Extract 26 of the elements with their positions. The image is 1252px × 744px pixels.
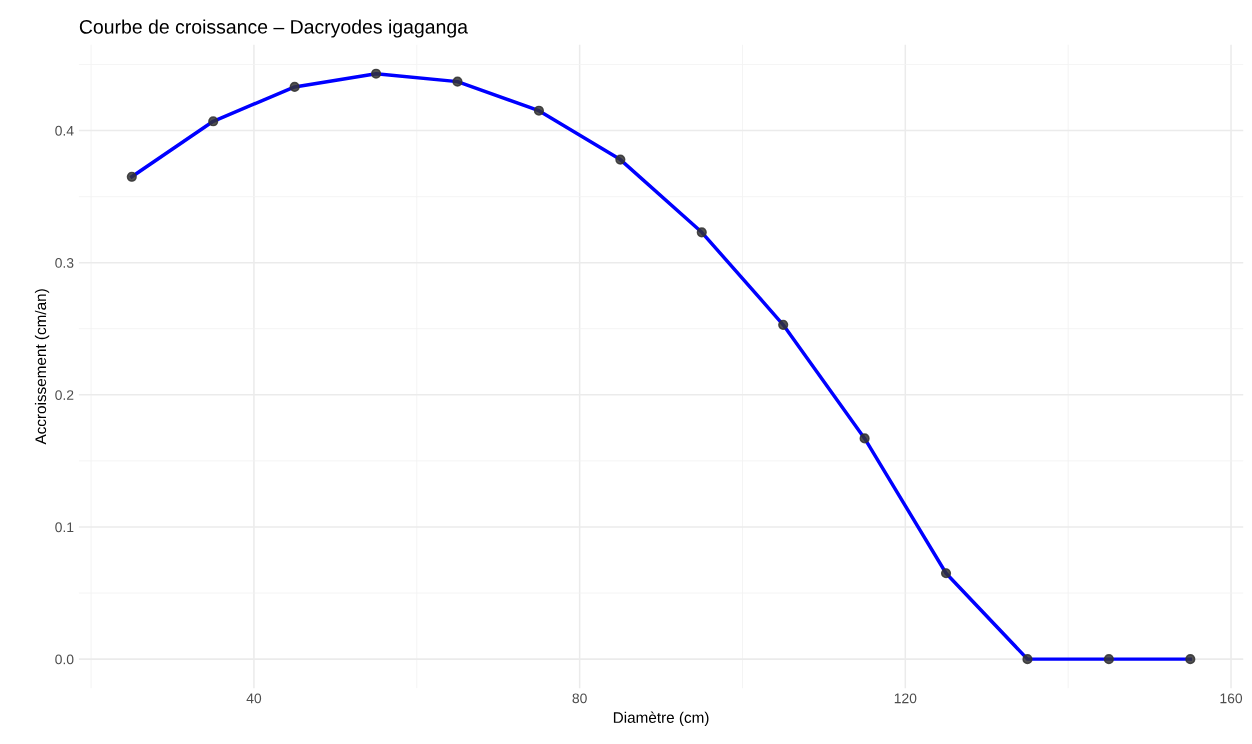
point — [1185, 654, 1196, 665]
chart-title: Courbe de croissance – Dacryodes igaganga — [79, 19, 468, 38]
point — [452, 76, 463, 87]
point — [533, 105, 545, 116]
point — [370, 68, 382, 79]
point — [1022, 654, 1033, 665]
x-axis-title: Diamètre (cm) — [613, 711, 709, 726]
point — [126, 171, 137, 182]
point — [696, 227, 707, 238]
point — [1103, 654, 1114, 665]
point — [615, 154, 626, 165]
point — [289, 81, 300, 93]
y-tick-label: 0.1 — [55, 522, 74, 533]
y-tick-label: 0.0 — [55, 654, 74, 665]
point — [778, 319, 789, 330]
x-tick-label: 40 — [246, 693, 262, 704]
x-tick-label: 160 — [1220, 693, 1243, 704]
y-tick-label: 0.4 — [55, 125, 74, 136]
y-axis-title: Accroissement (cm/an) — [34, 289, 50, 445]
x-tick-label: 80 — [572, 693, 587, 704]
point — [208, 116, 219, 127]
point — [940, 568, 952, 579]
point — [859, 433, 870, 444]
y-tick-label: 0.2 — [55, 390, 74, 400]
y-tick-label: 0.3 — [55, 258, 74, 268]
x-tick-label: 120 — [894, 693, 917, 704]
